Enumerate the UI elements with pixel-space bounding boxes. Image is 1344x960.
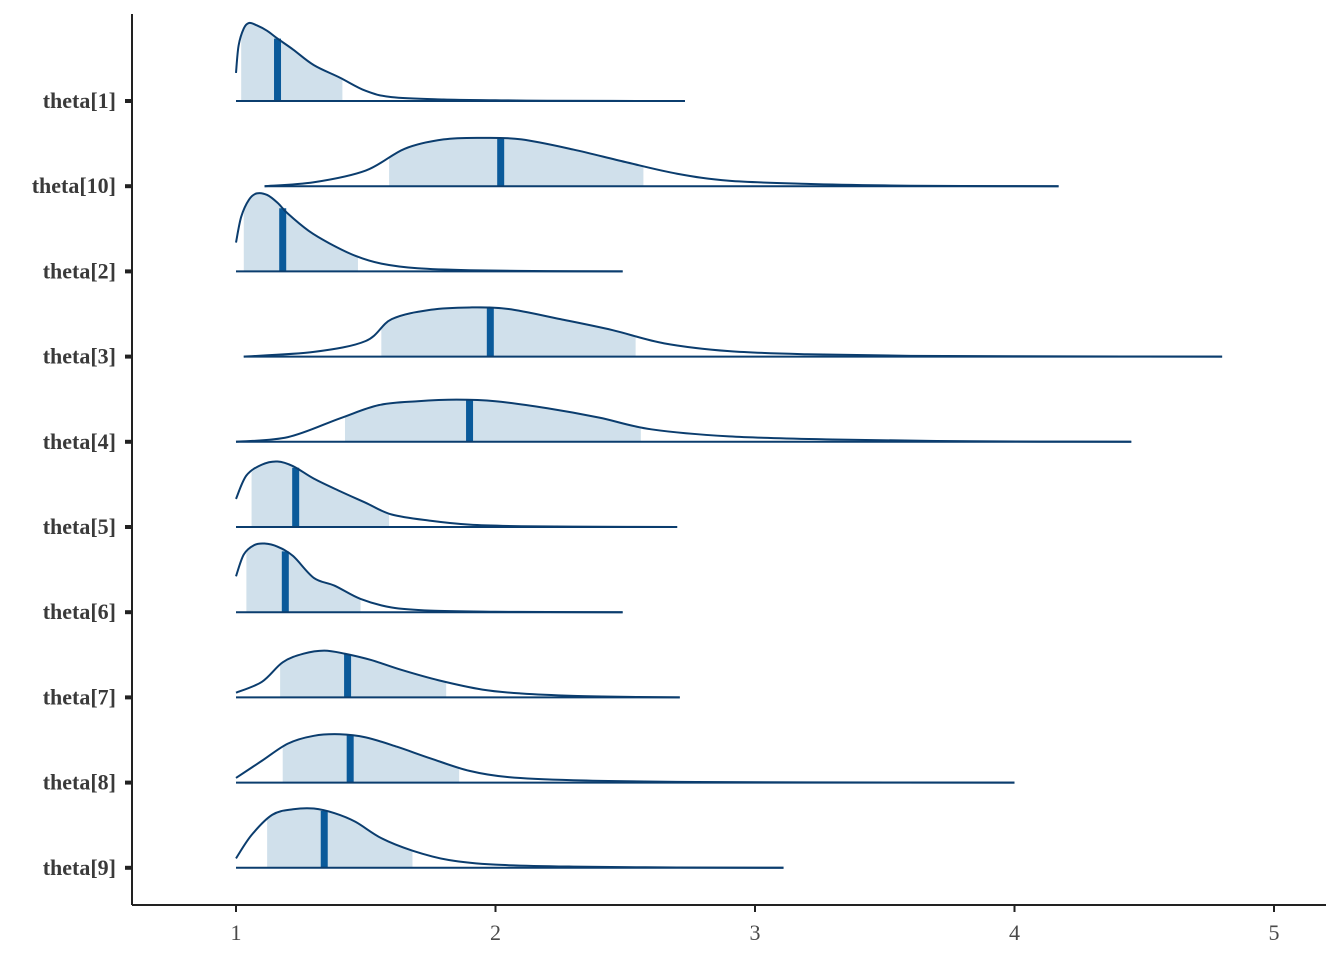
- density-curve: [235, 192, 623, 273]
- x-tick-label: 5: [1269, 920, 1280, 945]
- x-tick-label: 2: [490, 920, 501, 945]
- x-tick-label: 3: [750, 920, 761, 945]
- y-tick-label: theta[9]: [43, 855, 116, 880]
- density-curve: [235, 542, 623, 614]
- density-curve: [243, 306, 1223, 358]
- y-tick-label: theta[8]: [43, 770, 116, 795]
- y-tick-label: theta[10]: [32, 173, 116, 198]
- y-tick-label: theta[5]: [43, 514, 116, 539]
- interval-area: [280, 650, 447, 698]
- interval-area: [241, 23, 343, 102]
- density-curve: [235, 398, 1132, 443]
- interval-area: [246, 543, 361, 613]
- y-tick-label: theta[3]: [43, 344, 116, 369]
- y-tick-label: theta[1]: [43, 88, 116, 113]
- y-tick-label: theta[2]: [43, 258, 116, 283]
- interval-area: [282, 734, 460, 783]
- y-tick-label: theta[4]: [43, 429, 116, 454]
- ridge-theta-9: [235, 807, 784, 869]
- interval-area: [267, 808, 413, 868]
- interval-area: [381, 307, 636, 357]
- interval-area: [243, 193, 358, 272]
- interval-area: [251, 461, 390, 527]
- y-tick-label: theta[6]: [43, 599, 116, 624]
- axes-layer: theta[1] theta[10] theta[2] theta[3] theta[4…: [32, 14, 1326, 945]
- ridge-theta-10: [264, 136, 1059, 188]
- density-curve: [235, 649, 680, 699]
- ridge-theta-7: [235, 649, 680, 699]
- ridge-theta-3: [243, 306, 1223, 358]
- ridge-theta-6: [235, 542, 623, 614]
- x-tick-label: 1: [231, 920, 242, 945]
- density-curve: [235, 21, 685, 102]
- density-curve: [235, 460, 678, 528]
- ridge-theta-4: [235, 398, 1132, 443]
- density-curve: [235, 733, 1015, 784]
- ridge-theta-5: [235, 460, 678, 528]
- interval-area: [344, 399, 641, 442]
- y-tick-label: theta[7]: [43, 684, 116, 709]
- interval-area: [389, 137, 644, 187]
- density-curve: [235, 807, 784, 869]
- x-tick-label: 4: [1009, 920, 1020, 945]
- ridges-layer: [235, 21, 1223, 869]
- ridge-theta-1: [235, 21, 685, 102]
- density-curve: [264, 136, 1059, 188]
- ridge-theta-2: [235, 192, 623, 273]
- ridge-theta-8: [235, 733, 1015, 784]
